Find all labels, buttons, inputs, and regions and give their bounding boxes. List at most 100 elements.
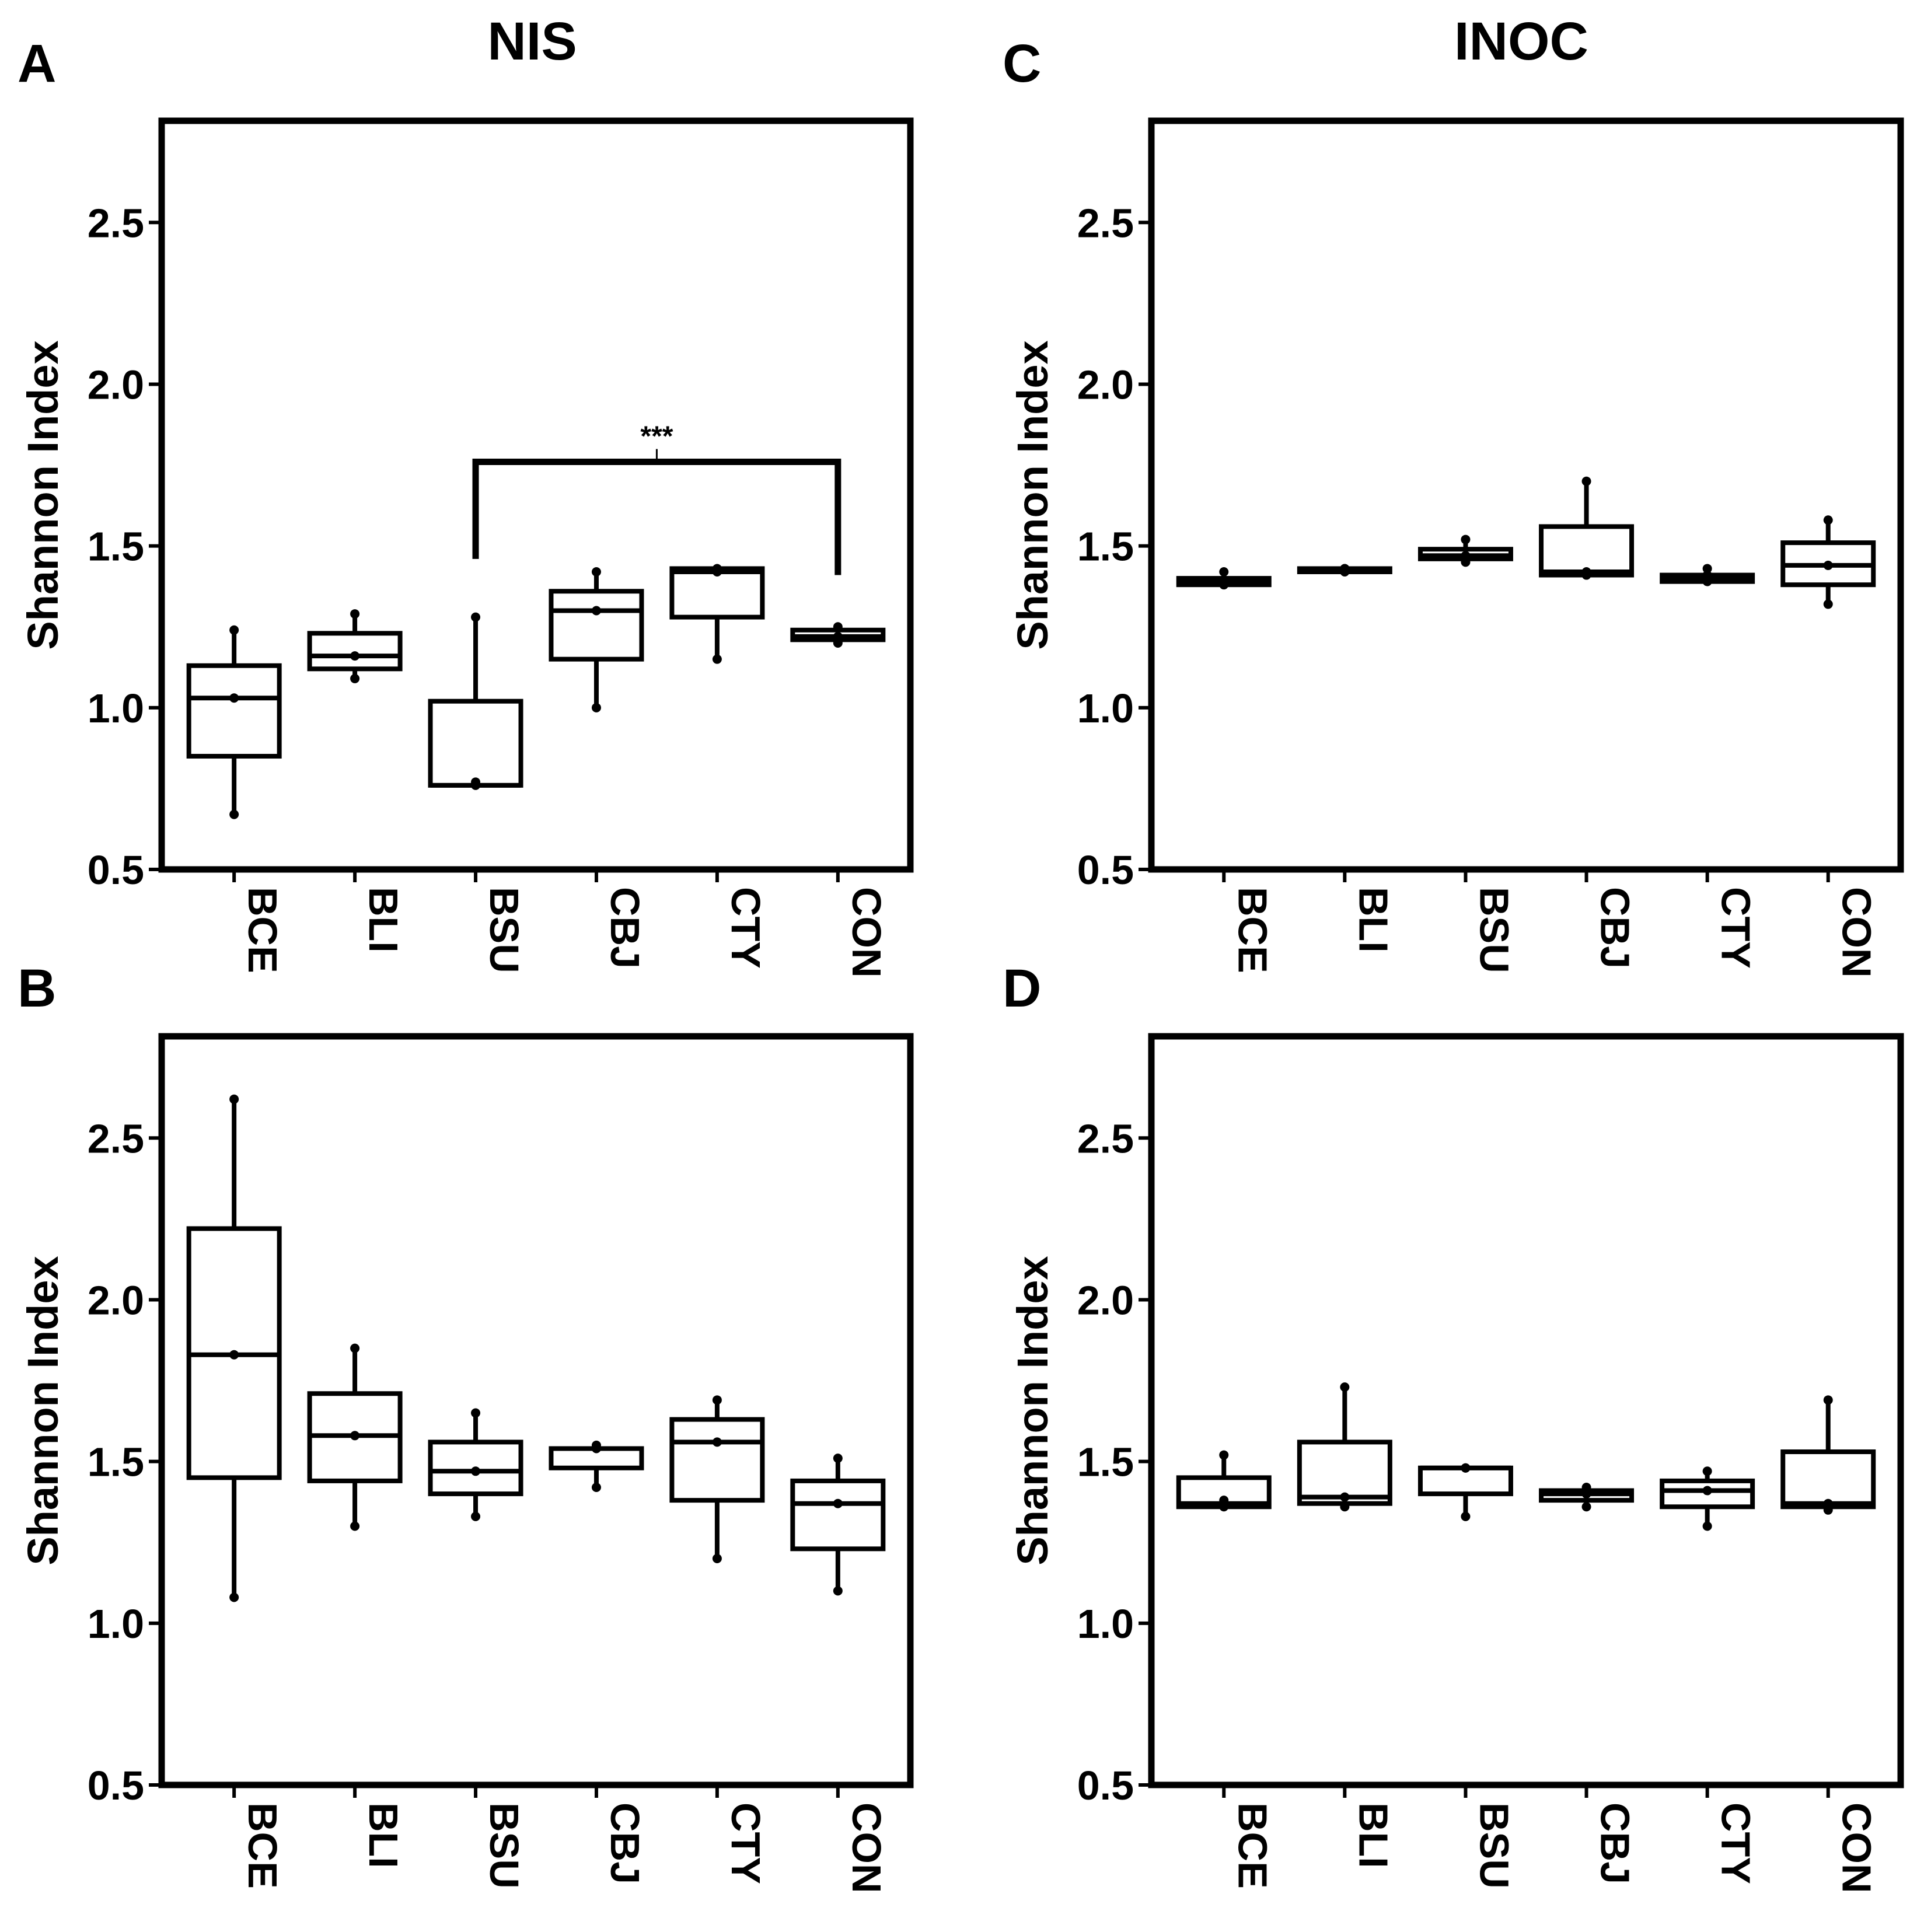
data-point [1219, 1496, 1229, 1505]
box-body [1780, 1449, 1876, 1510]
plot-frame [158, 117, 914, 873]
y-tick-label: 2.0 [88, 362, 144, 407]
y-tick-label: 2.5 [88, 1116, 144, 1161]
column-title-inoc: INOC [1454, 12, 1588, 71]
data-point [350, 1343, 360, 1353]
data-point [591, 1440, 601, 1450]
box-bce [1176, 1450, 1272, 1512]
data-point [591, 567, 601, 577]
data-point [1823, 515, 1833, 525]
box-con [1780, 1395, 1876, 1515]
plot-frame [158, 1033, 914, 1788]
data-point [1823, 560, 1833, 570]
significance-label: *** [640, 421, 673, 452]
data-point [1340, 564, 1350, 574]
data-point [1581, 1483, 1591, 1492]
data-point [229, 1592, 239, 1602]
box-cbj [549, 567, 644, 712]
box-cbj [1539, 1483, 1635, 1512]
box-bce [186, 625, 282, 819]
y-tick-label: 1.5 [88, 1440, 144, 1485]
x-tick-label: BSU [1471, 1802, 1517, 1889]
box-con [790, 1454, 886, 1596]
data-point [1702, 1466, 1712, 1476]
data-point [1823, 599, 1833, 609]
data-point [229, 625, 239, 635]
data-point [1219, 577, 1229, 586]
data-point [350, 673, 360, 683]
y-axis-title: Shannon Index [1008, 1256, 1057, 1565]
x-tick-label: CBJ [602, 887, 648, 969]
box-body [428, 698, 523, 788]
x-tick-label: BCE [240, 887, 285, 973]
x-tick-label: CON [1834, 1802, 1880, 1893]
data-point [1702, 1486, 1712, 1496]
y-tick-label: 1.5 [1077, 524, 1134, 570]
y-tick-label: 1.5 [88, 524, 144, 570]
y-tick-label: 1.0 [1077, 686, 1134, 731]
box-body [1297, 1440, 1392, 1506]
data-point [1581, 476, 1591, 486]
data-point [1581, 1489, 1591, 1499]
x-tick-label: CTY [723, 1802, 769, 1884]
panel-letter: B [18, 959, 56, 1018]
data-point [712, 1395, 722, 1405]
box-body [790, 1478, 886, 1552]
data-point [1461, 557, 1471, 567]
x-tick-label: CBJ [1593, 1802, 1638, 1884]
data-point [712, 1437, 722, 1447]
box-bsu [428, 612, 523, 790]
data-point [1340, 1382, 1350, 1392]
box-bli [1297, 1382, 1392, 1512]
data-point [833, 1498, 843, 1508]
y-axis-title: Shannon Index [19, 340, 67, 649]
data-point [1581, 567, 1591, 577]
x-tick-label: BLI [1350, 1802, 1396, 1868]
box-cty [1660, 1466, 1755, 1531]
panel-letter: A [18, 34, 56, 93]
box-body [186, 663, 282, 759]
plot-frame [1148, 117, 1904, 873]
box-bce [186, 1094, 282, 1602]
x-tick-label: BCE [1230, 887, 1275, 973]
data-point [1702, 577, 1712, 586]
data-point [350, 1521, 360, 1531]
y-axis-title: Shannon Index [1008, 340, 1057, 649]
y-tick-label: 1.5 [1077, 1440, 1134, 1485]
y-tick-label: 2.5 [1077, 1116, 1134, 1161]
x-tick-label: BLI [1350, 887, 1396, 953]
y-tick-label: 2.0 [1077, 1277, 1134, 1323]
x-tick-label: BSU [1471, 887, 1517, 973]
data-point [1823, 1395, 1833, 1405]
box-body [307, 631, 403, 672]
plot-frame [1148, 1033, 1904, 1788]
panel-a: A 0.5 1.0 1.5 2.0 2.5 Shannon Index BCE BLI BSU CB… [18, 34, 914, 978]
y-tick-label: 2.0 [88, 1277, 144, 1323]
box-body [669, 1417, 765, 1503]
data-point [1461, 534, 1471, 544]
significance-bracket [472, 459, 841, 575]
x-tick-label: CTY [1713, 887, 1759, 969]
data-point [591, 1483, 601, 1492]
box-bli [307, 1343, 403, 1531]
panel-letter: C [1003, 34, 1041, 93]
data-point [833, 631, 843, 641]
x-tick-label: CON [844, 1802, 889, 1893]
x-tick-label: CTY [723, 887, 769, 969]
data-point [229, 809, 239, 819]
box-body [549, 1446, 644, 1470]
data-point [833, 1586, 843, 1596]
box-body [549, 589, 644, 662]
box-bsu [428, 1408, 523, 1521]
box-cty [669, 1395, 765, 1563]
y-tick-label: 0.5 [1077, 1763, 1134, 1808]
panel-d: D 0.5 1.0 1.5 2.0 2.5 Shannon Index BCE BLI BSU CB… [1003, 959, 1904, 1893]
data-point [712, 654, 722, 664]
x-tick-label: BLI [361, 887, 406, 953]
y-tick-label: 2.0 [1077, 362, 1134, 407]
x-tick-label: BSU [481, 887, 527, 973]
x-tick-label: CBJ [1593, 887, 1638, 969]
data-point [350, 651, 360, 661]
data-point [229, 693, 239, 703]
